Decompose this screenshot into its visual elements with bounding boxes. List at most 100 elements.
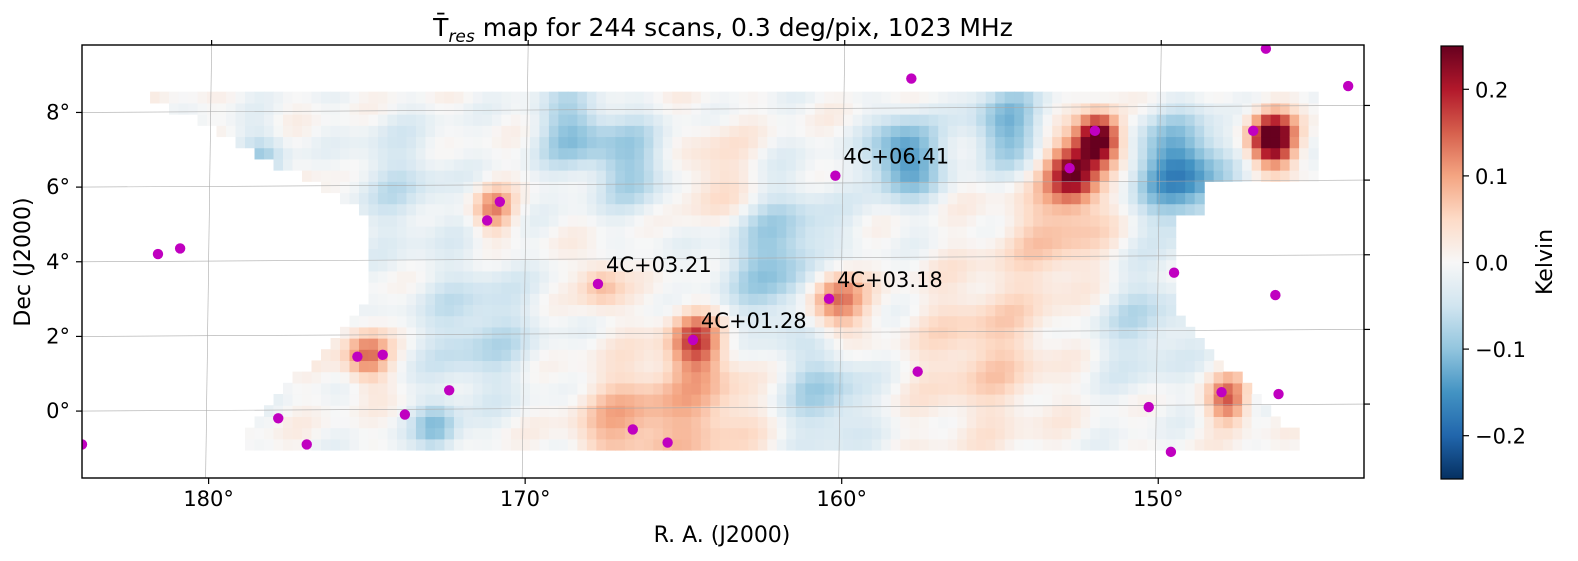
map-pixel (681, 349, 692, 362)
map-pixel (1042, 304, 1053, 317)
map-pixel (586, 226, 597, 238)
map-pixel (1004, 382, 1015, 395)
map-pixel (159, 91, 170, 104)
map-pixel (1033, 114, 1044, 126)
map-pixel (1042, 349, 1053, 362)
map-pixel (1147, 181, 1158, 194)
map-pixel (1099, 102, 1110, 115)
map-pixel (710, 214, 721, 227)
map-pixel (938, 147, 949, 160)
map-pixel (1166, 158, 1177, 171)
source-marker (906, 73, 917, 84)
map-pixel (1166, 394, 1177, 406)
source-marker (823, 293, 835, 305)
map-pixel (843, 214, 854, 227)
map-pixel (729, 136, 740, 149)
map-pixel (444, 114, 455, 126)
map-pixel (368, 181, 379, 194)
map-pixel (235, 114, 246, 126)
map-pixel (871, 181, 882, 194)
map-pixel (1308, 114, 1319, 126)
map-pixel (947, 394, 958, 406)
map-pixel (197, 91, 208, 104)
map-pixel (662, 270, 673, 283)
map-pixel (1289, 158, 1300, 171)
map-pixel (881, 181, 892, 194)
map-pixel (824, 147, 835, 160)
map-pixel (1052, 125, 1063, 138)
map-pixel (1166, 304, 1177, 317)
map-pixel (330, 158, 341, 171)
map-pixel (1090, 136, 1101, 149)
map-pixel (596, 427, 607, 440)
map-pixel (814, 326, 825, 339)
map-pixel (833, 136, 844, 149)
map-pixel (1166, 405, 1177, 418)
map-pixel (938, 438, 949, 451)
colorbar-label: Kelvin (1533, 229, 1558, 295)
map-pixel (653, 349, 664, 362)
map-pixel (691, 304, 702, 317)
map-pixel (814, 427, 825, 440)
x-axis-label: R. A. (J2000) (654, 523, 791, 548)
map-pixel (510, 326, 522, 339)
map-pixel (634, 248, 645, 261)
map-pixel (833, 158, 844, 171)
map-pixel (719, 282, 730, 294)
map-pixel (767, 259, 778, 272)
map-pixel (463, 214, 474, 227)
map-pixel (871, 282, 882, 294)
map-pixel (415, 125, 427, 138)
map-pixel (444, 125, 455, 138)
map-pixel (909, 371, 920, 384)
map-pixel (1033, 125, 1044, 138)
source-marker (912, 366, 923, 377)
map-pixel (757, 203, 768, 216)
map-pixel (434, 282, 446, 294)
map-pixel (957, 427, 968, 440)
map-pixel (472, 438, 484, 451)
map-pixel (738, 438, 749, 451)
map-pixel (596, 438, 607, 451)
map-pixel (387, 125, 398, 138)
map-pixel (482, 394, 493, 406)
map-pixel (1052, 259, 1063, 272)
map-pixel (501, 158, 512, 171)
map-pixel (862, 371, 873, 384)
map-pixel (805, 147, 816, 160)
map-pixel (463, 427, 474, 440)
map-pixel (862, 158, 873, 171)
map-pixel (501, 293, 512, 306)
map-pixel (919, 91, 930, 104)
map-pixel (1004, 315, 1015, 328)
map-pixel (226, 125, 237, 138)
map-pixel (396, 170, 408, 182)
map-pixel (615, 237, 626, 250)
map-pixel (596, 371, 607, 384)
map-pixel (691, 438, 702, 451)
map-pixel (995, 382, 1006, 395)
map-pixel (387, 360, 398, 373)
map-pixel (691, 226, 702, 238)
map-pixel (919, 282, 930, 294)
map-pixel (814, 382, 825, 395)
map-pixel (368, 248, 379, 261)
map-pixel (824, 181, 835, 194)
map-pixel (833, 270, 844, 283)
map-pixel (767, 394, 778, 406)
map-pixel (425, 371, 436, 384)
map-pixel (1071, 114, 1082, 126)
map-pixel (1185, 181, 1196, 194)
map-pixel (586, 91, 597, 104)
map-pixel (529, 192, 541, 205)
map-pixel (1099, 394, 1110, 406)
map-pixel (862, 416, 873, 429)
map-pixel (1194, 427, 1205, 440)
map-pixel (339, 360, 351, 373)
map-pixel (245, 91, 256, 104)
map-pixel (1232, 114, 1243, 126)
map-pixel (662, 192, 673, 205)
map-pixel (501, 170, 512, 182)
map-pixel (995, 338, 1006, 350)
map-pixel (387, 270, 398, 283)
